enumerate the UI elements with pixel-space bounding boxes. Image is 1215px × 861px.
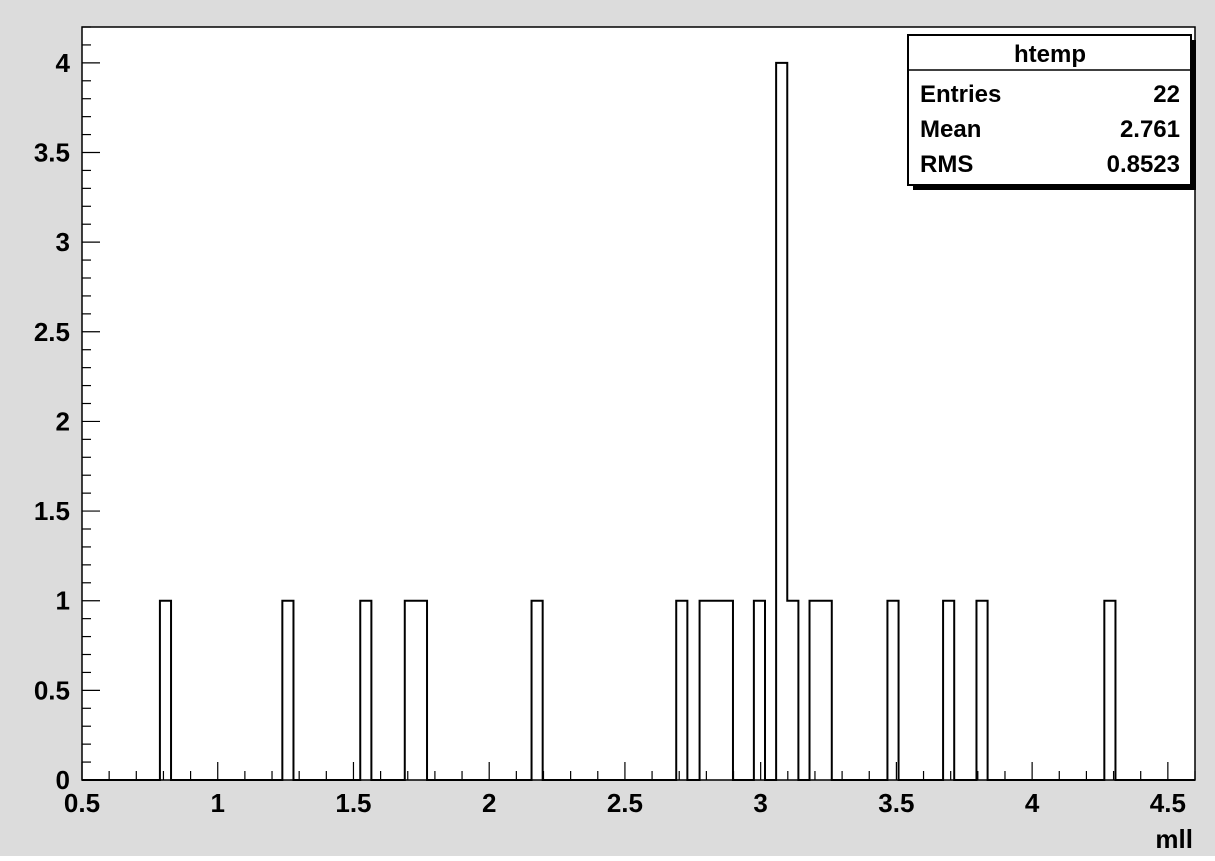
x-tick-label: 0.5	[64, 788, 100, 818]
x-tick-label: 1	[210, 788, 224, 818]
stats-mean-label: Mean	[920, 116, 981, 143]
y-tick-label: 3.5	[34, 138, 70, 168]
y-tick-label: 3	[56, 227, 70, 257]
y-axis-ticks: 0 0.5 1 1.5 2 2.5 3 3.5 4	[34, 26, 100, 795]
x-tick-label: 3.5	[878, 788, 914, 818]
stats-entries-label: Entries	[920, 81, 1001, 108]
y-tick-label: 0	[56, 765, 70, 795]
x-tick-label: 1.5	[335, 788, 371, 818]
stats-box: htemp Entries 22 Mean 2.761 RMS 0.8523	[907, 34, 1196, 190]
y-tick-label: 2.5	[34, 317, 70, 347]
stats-entries-value: 22	[1153, 81, 1180, 108]
y-tick-label: 1.5	[34, 496, 70, 526]
x-tick-label: 4.5	[1150, 788, 1186, 818]
y-tick-label: 1	[56, 586, 70, 616]
y-tick-label: 2	[56, 406, 70, 436]
stats-mean-value: 2.761	[1120, 116, 1180, 143]
stats-title: htemp	[1014, 41, 1086, 68]
stats-rms-value: 0.8523	[1107, 151, 1180, 178]
histogram-outline	[82, 61, 1195, 781]
x-axis-label: mll	[1155, 824, 1193, 854]
stats-rms-label: RMS	[920, 151, 973, 178]
y-tick-label: 0.5	[34, 675, 70, 705]
x-tick-label: 2	[482, 788, 496, 818]
y-tick-label: 4	[56, 48, 71, 78]
x-tick-label: 2.5	[607, 788, 643, 818]
x-tick-label: 3	[753, 788, 767, 818]
x-axis-ticks: 0.5 1 1.5 2 2.5 3 3.5 4 4.5	[64, 762, 1196, 818]
x-tick-label: 4	[1025, 788, 1040, 818]
